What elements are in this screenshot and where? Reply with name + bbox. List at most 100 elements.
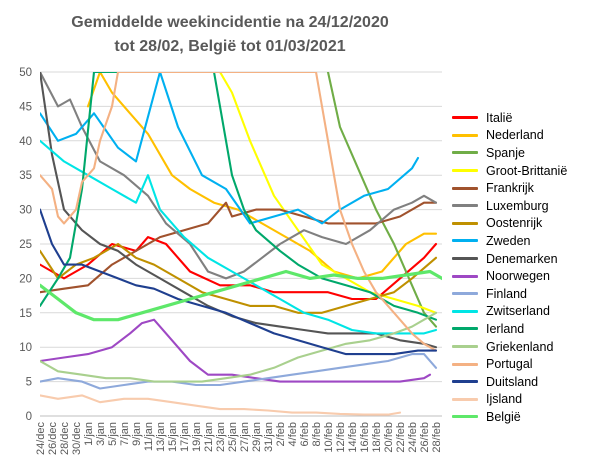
legend-swatch [452,116,478,120]
series-line [218,72,438,314]
series-line [40,72,438,280]
legend-item: Zwitserland [452,303,592,321]
legend-label: Noorwegen [486,269,550,284]
x-tick-label: 21/jan [203,422,215,452]
x-axis-ticks: 24/dec 26/dec 28/dec 30/dec 1/jan 3/jan 5/jan 7… [35,422,443,456]
legend-item: Oostenrijk [452,215,592,233]
x-tick-label: 8/feb [311,422,323,446]
legend-swatch [452,415,478,419]
y-tick-label: 30 [19,205,32,217]
x-tick-label: 29/jan [251,422,263,452]
series-layer [40,72,442,416]
x-tick-label: 26/dec [47,422,59,456]
legend-label: Spanje [486,145,525,160]
legend-label: Portugal [486,357,533,372]
legend-swatch [452,274,478,278]
x-tick-label: 13/jan [155,422,167,452]
chart-legend: Italië Nederland Spanje Groot-Brittanië Fran… [452,109,592,426]
series-line [40,242,438,314]
x-tick-label: 28/feb [431,422,443,453]
legend-item: Duitsland [452,373,592,391]
x-tick-label: 20/feb [383,422,395,453]
series-line [40,72,438,321]
x-tick-label: 2/feb [275,422,287,446]
x-tick-label: 9/jan [131,422,143,446]
x-tick-label: 23/jan [215,422,227,452]
legend-swatch [452,362,478,366]
legend-label: Finland [486,286,527,301]
y-tick-label: 45 [19,101,32,113]
legend-swatch [452,221,478,225]
legend-swatch [452,345,478,349]
y-tick-label: 50 [19,67,32,79]
legend-item: Finland [452,285,592,303]
y-tick-label: 20 [19,273,32,285]
series-line [40,72,438,352]
legend-item: Ierland [452,320,592,338]
series-line [40,394,402,416]
legend-swatch [452,169,478,173]
series-line [40,201,438,294]
y-axis-ticks: 0 5 10 15 20 25 30 35 40 45 50 [19,67,32,423]
x-tick-label: 24/feb [407,422,419,453]
legend-item: Ijsland [452,391,592,409]
series-line [40,318,432,383]
legend-item: Noorwegen [452,267,592,285]
legend-label: Denemarken [486,251,558,266]
x-tick-label: 28/dec [59,422,71,456]
legend-label: Frankrijk [486,181,534,196]
series-line [40,72,420,225]
x-tick-label: 26/feb [419,422,431,453]
legend-item: Zweden [452,232,592,250]
legend-item: Frankrijk [452,179,592,197]
x-tick-label: 15/jan [167,422,179,452]
legend-swatch [452,380,478,384]
series-line [40,269,442,322]
legend-label: Italië [486,110,513,125]
y-tick-label: 15 [19,308,32,320]
legend-label: Zwitserland [486,304,550,319]
legend-item: Luxemburg [452,197,592,215]
y-tick-label: 5 [26,377,32,389]
legend-label: Luxemburg [486,198,549,213]
x-tick-label: 16/feb [359,422,371,453]
legend-swatch [452,204,478,208]
series-line [40,139,438,335]
chart-title-line2: tot 28/02, België tot 01/03/2021 [114,38,346,55]
x-tick-label: 3/jan [95,422,107,446]
legend-item: Nederland [452,127,592,145]
legend-item: Portugal [452,355,592,373]
legend-label: Groot-Brittanië [486,163,568,178]
legend-swatch [452,257,478,261]
legend-swatch [452,397,478,401]
x-tick-label: 19/jan [191,422,203,452]
x-tick-label: 1/jan [83,422,95,446]
y-tick-label: 10 [19,342,32,354]
y-tick-label: 40 [19,136,32,148]
legend-label: Griekenland [486,339,554,354]
series-line [86,72,438,280]
legend-item: België [452,408,592,426]
x-tick-label: 6/feb [299,422,311,446]
x-tick-label: 14/feb [347,422,359,453]
series-line [40,353,438,390]
chart-title-line1: Gemiddelde weekincidentie na 24/12/2020 [71,14,389,31]
x-tick-label: 17/jan [179,422,191,452]
x-tick-label: 11/jan [143,422,155,451]
x-tick-label: 27/jan [239,422,251,452]
series-line [40,236,438,301]
y-tick-label: 35 [19,170,32,182]
legend-swatch [452,292,478,296]
x-tick-label: 25/jan [227,422,239,452]
x-tick-label: 24/dec [35,422,47,456]
x-tick-label: 5/jan [107,422,119,446]
x-tick-label: 7/jan [119,422,131,446]
x-tick-label: 12/feb [335,422,347,453]
x-tick-label: 30/dec [71,422,83,456]
legend-label: Nederland [486,128,544,143]
legend-swatch [452,133,478,137]
legend-label: Ierland [486,321,525,336]
legend-swatch [452,239,478,243]
legend-item: Groot-Brittanië [452,162,592,180]
